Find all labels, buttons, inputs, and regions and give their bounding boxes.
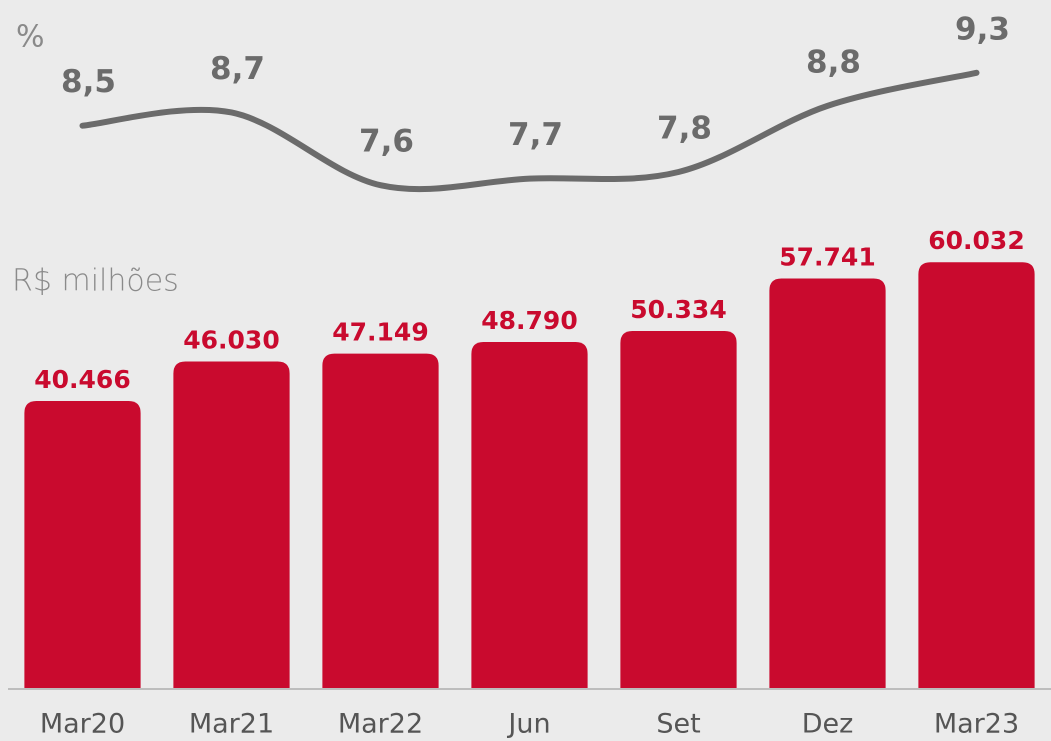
y-axis-label: R$ milhões <box>12 264 179 299</box>
bar <box>471 341 588 688</box>
data-label: 8,7 <box>210 51 265 87</box>
x-tick-label: Mar20 <box>40 709 125 740</box>
data-label: 7,8 <box>657 111 712 147</box>
data-label: 8,8 <box>806 44 861 80</box>
data-label: 7,6 <box>359 124 414 160</box>
bar <box>24 400 141 688</box>
x-tick-label: Jun <box>506 709 550 740</box>
data-label: 46.030 <box>183 326 279 355</box>
x-tick-label: Mar22 <box>338 709 423 740</box>
data-label: 48.790 <box>481 306 577 335</box>
x-tick-label: Mar21 <box>189 709 274 740</box>
bar <box>620 330 737 688</box>
line <box>79 69 980 193</box>
x-tick-label: Mar23 <box>934 709 1019 740</box>
data-label: 40.466 <box>34 365 130 394</box>
bar <box>173 361 290 688</box>
data-label: 47.149 <box>332 318 428 347</box>
data-label: 50.334 <box>630 295 726 324</box>
y2-axis-label: % <box>16 20 45 55</box>
data-label: 8,5 <box>61 64 116 100</box>
data-label: 9,3 <box>955 11 1010 47</box>
data-label: 60.032 <box>928 226 1024 255</box>
bar <box>322 353 439 688</box>
bar <box>918 262 1035 688</box>
x-tick-label: Set <box>656 709 700 740</box>
data-label: 57.741 <box>779 242 875 271</box>
x-tick-label: Dez <box>802 709 854 740</box>
bar <box>769 278 886 688</box>
data-label: 7,7 <box>508 117 563 153</box>
